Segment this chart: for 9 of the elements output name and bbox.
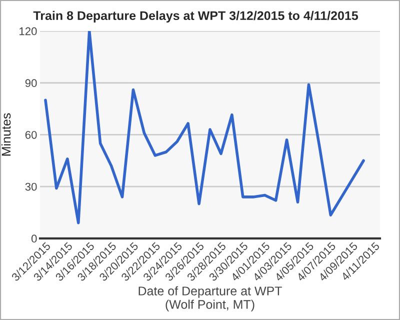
y-tick-label: 0 [31, 234, 37, 243]
y-tick-label: 60 [25, 130, 37, 139]
x-axis-title: Date of Departure at WPT (Wolf Point, MT) [138, 286, 282, 312]
y-tick-label: 120 [20, 27, 37, 36]
y-tick-label: 30 [25, 182, 37, 191]
y-axis-title: Minutes [1, 113, 11, 156]
y-tick-label: 90 [25, 79, 37, 88]
chart-title: Train 8 Departure Delays at WPT 3/12/2015 to 4/11/2015 [33, 10, 358, 23]
line-series [44, 31, 365, 224]
